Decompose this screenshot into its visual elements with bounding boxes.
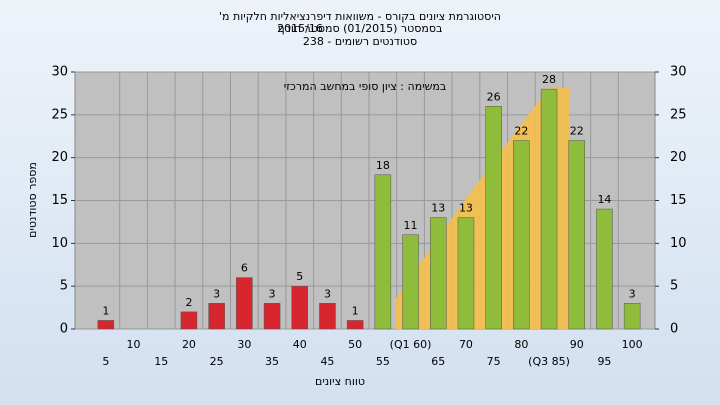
- y2-tick-label: 5: [670, 279, 678, 294]
- data-label: 5: [296, 270, 303, 283]
- y2-tick-label: 30: [670, 65, 687, 80]
- title-line: 2015/16: [277, 22, 323, 35]
- bar: [596, 208, 613, 330]
- data-label: 3: [213, 287, 220, 300]
- x-tick-label: 100: [622, 338, 643, 351]
- x-tick-label: 95: [597, 355, 611, 368]
- bar: [291, 285, 308, 330]
- y-tick-label: 0: [60, 322, 68, 337]
- y2-tick-label: 0: [670, 322, 678, 337]
- y-tick-label: 25: [51, 107, 68, 122]
- annotation: במשימה : ציון סופי במחשב המרכזי: [284, 80, 447, 93]
- x-tick-label: 90: [570, 338, 584, 351]
- x-tick-label: 30: [237, 338, 251, 351]
- y2-tick-label: 20: [670, 150, 687, 165]
- title-line: היסטוגרמת ציונים בקורס - משוואות דיפרנצי…: [219, 10, 501, 23]
- bar: [513, 140, 530, 330]
- x-tick-label: (Q1 60): [390, 338, 432, 351]
- data-label: 14: [597, 193, 611, 206]
- data-label: 3: [324, 287, 331, 300]
- y-axis-label: מספר סטודנטים: [26, 162, 39, 238]
- x-tick-label: 40: [293, 338, 307, 351]
- bar: [485, 106, 502, 330]
- x-tick-label: 25: [210, 355, 224, 368]
- bar: [236, 277, 253, 330]
- x-tick-label: 75: [487, 355, 501, 368]
- data-label: 11: [404, 219, 418, 232]
- y-tick-label: 10: [51, 236, 68, 251]
- y-tick-label: 15: [51, 193, 68, 208]
- bar: [430, 217, 447, 330]
- data-label: 26: [487, 90, 501, 103]
- bar: [623, 303, 641, 330]
- data-label: 18: [376, 159, 390, 172]
- bar: [180, 311, 198, 330]
- x-tick-label: 70: [459, 338, 473, 351]
- data-label: 3: [629, 287, 636, 300]
- data-label: 2: [185, 296, 192, 309]
- x-tick-label: 20: [182, 338, 196, 351]
- data-label: 1: [102, 304, 109, 317]
- title-line: בסמסטר (01/2015) סמסטר חורף: [278, 22, 443, 35]
- data-label: 22: [570, 125, 584, 138]
- y2-tick-label: 10: [670, 236, 687, 251]
- x-tick-label: 5: [102, 355, 109, 368]
- x-tick-label: 80: [514, 338, 528, 351]
- data-label: 3: [269, 287, 276, 300]
- data-label: 6: [241, 262, 248, 275]
- bar: [97, 320, 115, 330]
- bar: [374, 174, 392, 330]
- x-tick-label: 65: [431, 355, 445, 368]
- x-tick-label: 45: [320, 355, 334, 368]
- x-tick-label: 50: [348, 338, 362, 351]
- bar: [402, 234, 419, 330]
- y-tick-label: 5: [60, 279, 68, 294]
- title-line: סטודנטים רשומים - 238: [303, 35, 417, 48]
- data-label: 28: [542, 73, 556, 86]
- bar: [346, 320, 364, 330]
- x-tick-label: 10: [127, 338, 141, 351]
- data-label: 13: [459, 202, 473, 215]
- data-label: 13: [431, 202, 445, 215]
- data-label: 1: [352, 304, 359, 317]
- bar: [540, 88, 558, 330]
- bar: [568, 140, 585, 330]
- x-tick-label: 15: [154, 355, 168, 368]
- data-label: 22: [514, 125, 528, 138]
- bar: [208, 303, 225, 330]
- y2-tick-label: 25: [670, 107, 687, 122]
- x-tick-label: (Q3 85): [528, 355, 570, 368]
- bar: [319, 303, 336, 330]
- x-axis-label: טווח ציונים: [315, 375, 365, 388]
- x-tick-label: 35: [265, 355, 279, 368]
- x-tick-label: 55: [376, 355, 390, 368]
- y-tick-label: 30: [51, 65, 68, 80]
- bar: [263, 303, 281, 330]
- y2-tick-label: 15: [670, 193, 687, 208]
- bar: [457, 217, 475, 330]
- y-tick-label: 20: [51, 150, 68, 165]
